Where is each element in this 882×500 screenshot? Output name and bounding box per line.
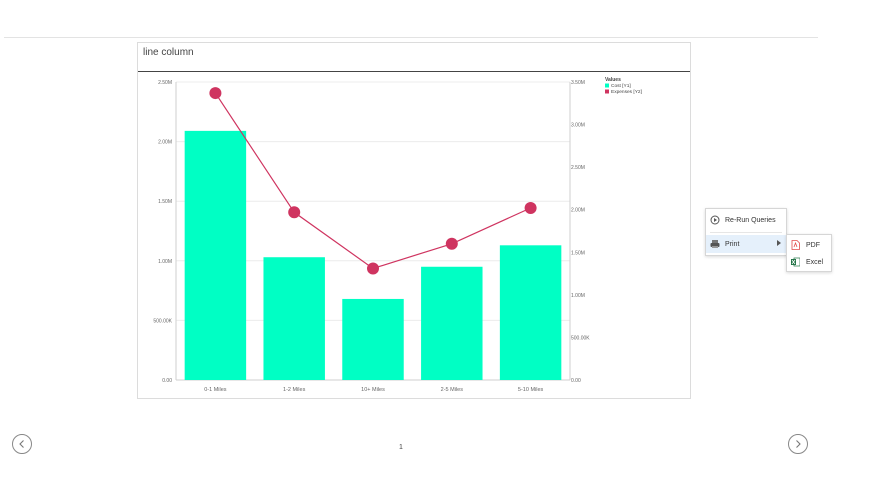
legend-swatch <box>605 83 609 88</box>
y-left-tick-label: 1.50M <box>158 199 172 205</box>
context-menu: Re-Run Queries Print <box>705 208 787 256</box>
pdf-menu-item[interactable]: PDF <box>787 237 831 253</box>
printer-icon <box>710 239 720 249</box>
line-point <box>445 237 458 250</box>
line-column-chart: 0.00 500.00K 1.00M 1.50M 2.00M 2.50M 0.00 500.0… <box>153 77 642 393</box>
panel-title-divider <box>138 71 690 72</box>
rerun-icon <box>710 215 720 225</box>
print-submenu: PDF Excel <box>786 234 832 272</box>
line-point <box>288 206 301 219</box>
series-line <box>214 92 531 270</box>
bar <box>342 298 404 380</box>
y-right-tick-label: 2.00M <box>571 208 585 214</box>
x-tick-label: 1-2 Miles <box>283 387 306 393</box>
excel-menu-item[interactable]: Excel <box>787 254 831 270</box>
x-tick-label: 0-1 Miles <box>204 387 227 393</box>
line-point <box>367 262 379 275</box>
rerun-queries-menu-item[interactable]: Re-Run Queries <box>706 211 786 229</box>
legend-entry: Cost [Y1] <box>611 83 631 89</box>
print-label: Print <box>725 240 740 248</box>
menu-separator <box>710 232 782 233</box>
x-tick-label: 10+ Miles <box>361 387 385 393</box>
bar <box>263 257 325 380</box>
y-left-tick-label: 500.00K <box>153 318 172 324</box>
bar <box>184 130 247 380</box>
next-page-button[interactable] <box>788 434 808 454</box>
chevron-right-icon <box>796 440 801 448</box>
x-tick-label: 2-5 Miles <box>441 387 464 393</box>
legend-entry: Expenses [Y2] <box>611 89 642 95</box>
pdf-label: PDF <box>806 241 820 249</box>
excel-label: Excel <box>806 258 824 266</box>
y-right-tick-label: 1.50M <box>571 250 585 256</box>
y-right-tick-label: 2.50M <box>571 165 585 171</box>
top-divider <box>4 37 818 38</box>
legend-title: Values <box>605 77 621 83</box>
y-right-tick-label: 0.00 <box>571 378 581 384</box>
panel-title: line column <box>143 47 194 58</box>
rerun-queries-label: Re-Run Queries <box>725 216 776 224</box>
previous-page-button[interactable] <box>12 434 32 454</box>
y-left-tick-label: 0.00 <box>162 378 172 384</box>
y-left-tick-label: 1.00M <box>158 259 172 265</box>
bar <box>421 266 483 380</box>
bar <box>499 245 562 380</box>
chart-panel: line column 0.00 500.00K 1.00M 1.50M 2.00M 2.… <box>137 42 691 399</box>
y-left-tick-label: 2.50M <box>158 80 172 86</box>
chevron-left-icon <box>19 440 24 448</box>
y-right-tick-label: 500.00K <box>571 335 590 341</box>
x-tick-label: 5-10 Miles <box>518 387 544 393</box>
legend-swatch <box>605 89 609 94</box>
line-point <box>524 202 537 215</box>
submenu-arrow-icon <box>777 240 781 246</box>
y-right-tick-label: 3.00M <box>571 123 585 129</box>
line-point <box>209 87 222 100</box>
pdf-icon <box>791 240 800 250</box>
y-left-tick-label: 2.00M <box>158 140 172 146</box>
y-right-tick-label: 3.50M <box>571 80 585 86</box>
print-menu-item[interactable]: Print <box>706 235 786 253</box>
y-right-tick-label: 1.00M <box>571 293 585 299</box>
excel-icon <box>791 257 801 267</box>
page-number: 1 <box>399 444 403 451</box>
